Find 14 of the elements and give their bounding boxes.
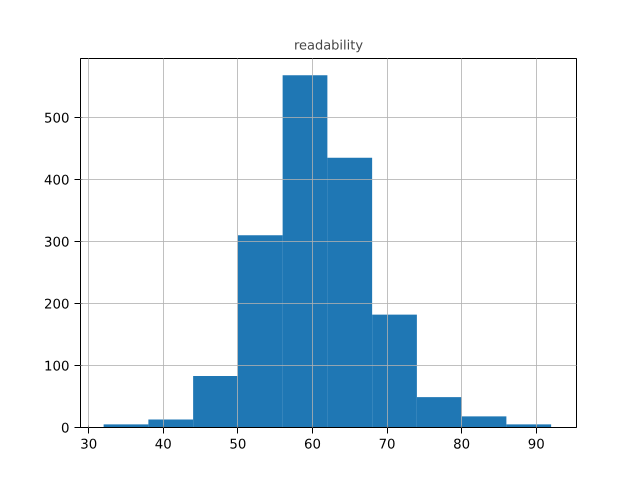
x-tick-label: 80 — [453, 438, 470, 452]
x-tick-label: 70 — [378, 438, 396, 452]
y-tick-label: 200 — [44, 297, 70, 312]
y-tick-label: 400 — [44, 173, 70, 188]
x-tick-label: 60 — [304, 438, 321, 452]
x-tick-label: 40 — [154, 438, 172, 452]
y-tick-label: 300 — [44, 235, 70, 250]
x-tick-label: 90 — [528, 438, 545, 452]
x-tick-label: 30 — [80, 438, 98, 452]
y-tick-label: 0 — [61, 422, 70, 436]
y-tick-label: 100 — [44, 359, 70, 374]
chart-title: readability — [294, 38, 364, 54]
y-tick-label: 500 — [44, 111, 70, 126]
x-tick-label: 50 — [229, 438, 246, 452]
